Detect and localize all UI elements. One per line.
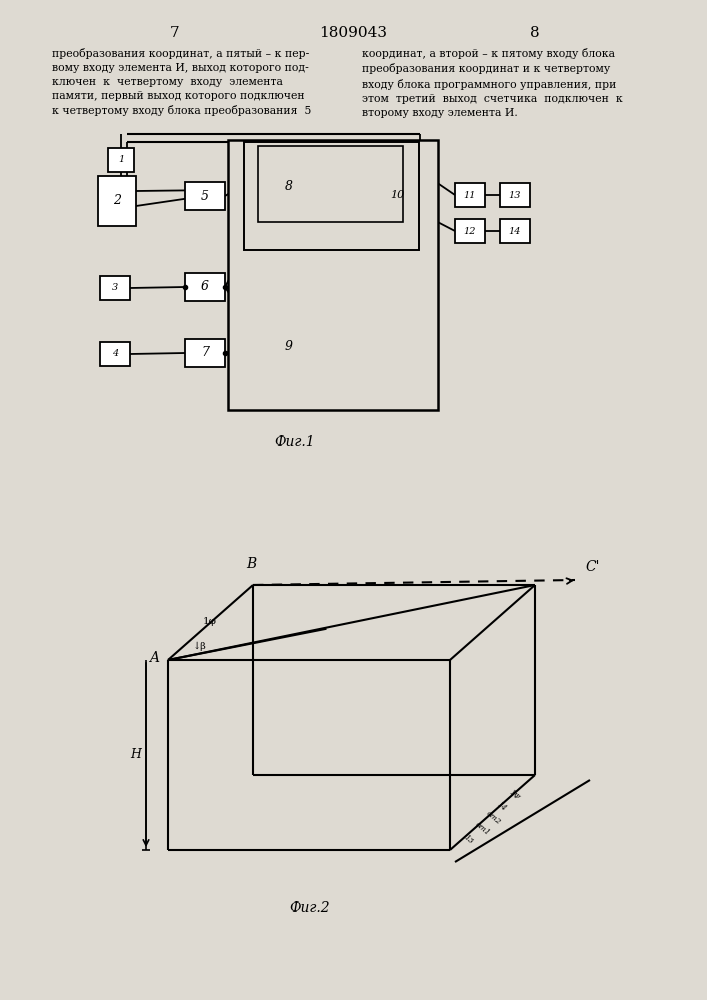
Text: 1φ: 1φ xyxy=(203,617,217,626)
Text: 10: 10 xyxy=(390,190,404,200)
Text: H: H xyxy=(131,748,141,762)
Text: 1809043: 1809043 xyxy=(319,26,387,40)
Text: 8: 8 xyxy=(530,26,540,40)
Bar xyxy=(100,342,130,366)
Text: 7: 7 xyxy=(201,347,209,360)
Text: от1: от1 xyxy=(473,820,491,837)
Text: 4: 4 xyxy=(112,350,118,359)
Text: 13: 13 xyxy=(509,190,521,200)
Text: C': C' xyxy=(586,560,600,574)
Text: координат, а второй – к пятому входу блока
преобразования координат и к четверто: координат, а второй – к пятому входу бло… xyxy=(362,48,623,118)
Bar xyxy=(455,183,485,207)
Text: 12: 12 xyxy=(464,227,477,235)
Text: 7: 7 xyxy=(170,26,180,40)
Bar xyxy=(108,148,134,172)
Text: 9: 9 xyxy=(285,340,293,353)
Text: A: A xyxy=(149,651,159,665)
Text: Фиг.1: Фиг.1 xyxy=(275,435,315,449)
Text: 1Ψ: 1Ψ xyxy=(507,788,521,802)
Text: 6: 6 xyxy=(201,280,209,294)
Bar xyxy=(98,176,136,226)
Text: Фиг.2: Фиг.2 xyxy=(290,901,330,915)
Bar xyxy=(500,183,530,207)
Bar xyxy=(455,219,485,243)
Text: 1: 1 xyxy=(118,155,124,164)
Bar xyxy=(100,276,130,300)
Bar xyxy=(185,339,225,367)
Bar xyxy=(185,273,225,301)
Text: 2: 2 xyxy=(113,194,121,208)
Bar xyxy=(500,219,530,243)
Bar xyxy=(380,148,414,243)
Text: 11: 11 xyxy=(464,190,477,200)
Text: преобразования координат, а пятый – к пер-
вому входу элемента И, выход которого: преобразования координат, а пятый – к пе… xyxy=(52,48,311,116)
Text: 13: 13 xyxy=(462,834,474,846)
Text: 14: 14 xyxy=(496,800,508,813)
Bar xyxy=(185,182,225,210)
Text: 3: 3 xyxy=(112,284,118,292)
Text: 8: 8 xyxy=(285,180,293,194)
Bar xyxy=(228,140,438,410)
Bar xyxy=(272,147,306,227)
Bar xyxy=(272,314,306,379)
Text: от2: от2 xyxy=(484,809,503,826)
Text: B: B xyxy=(246,557,256,571)
Text: ↓β: ↓β xyxy=(193,641,207,651)
Bar xyxy=(258,146,403,222)
Bar xyxy=(244,142,419,250)
Text: 5: 5 xyxy=(201,190,209,202)
Text: 14: 14 xyxy=(509,227,521,235)
